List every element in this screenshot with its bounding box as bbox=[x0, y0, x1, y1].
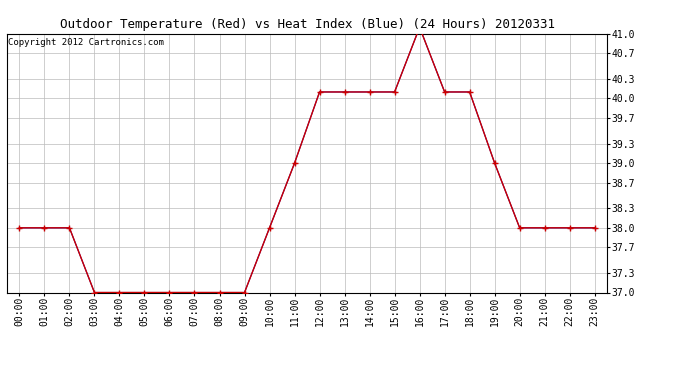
Title: Outdoor Temperature (Red) vs Heat Index (Blue) (24 Hours) 20120331: Outdoor Temperature (Red) vs Heat Index … bbox=[59, 18, 555, 31]
Text: Copyright 2012 Cartronics.com: Copyright 2012 Cartronics.com bbox=[8, 38, 164, 46]
